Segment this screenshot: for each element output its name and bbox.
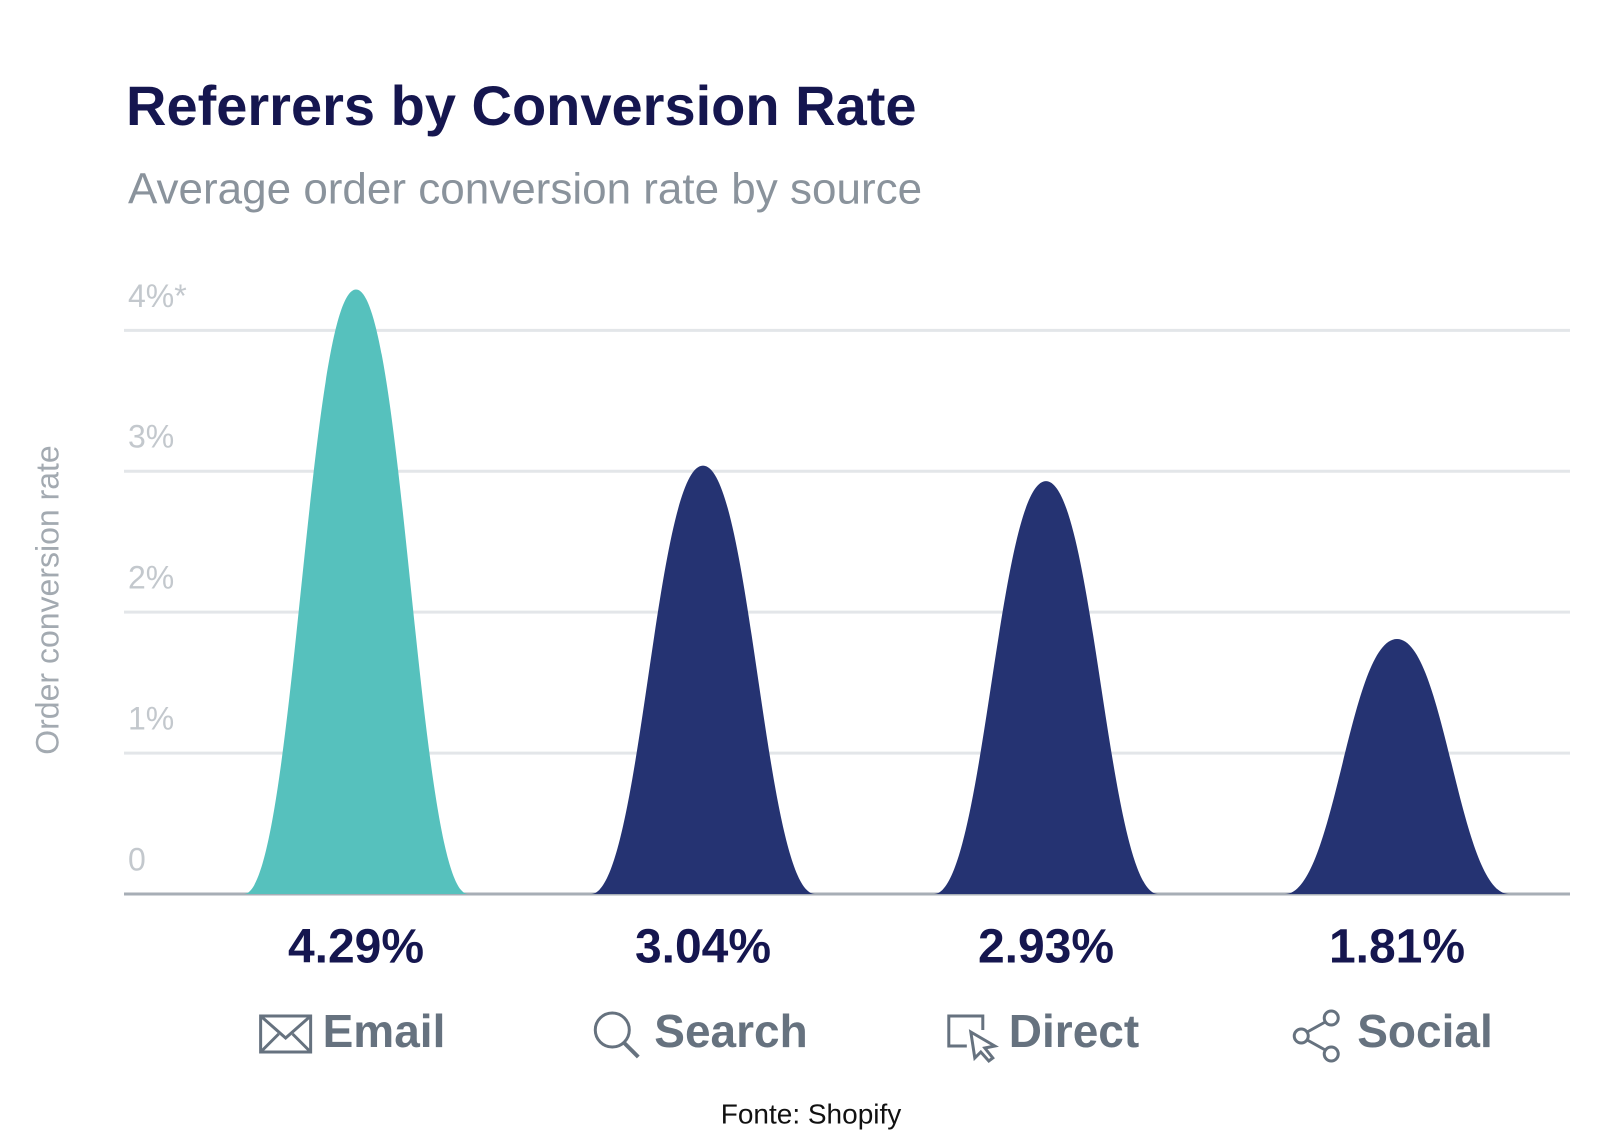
search-icon [622, 1041, 640, 1059]
category-label: Direct [1009, 1005, 1139, 1057]
y-tick-label: 2% [128, 560, 174, 596]
email-icon [259, 1014, 312, 1054]
chart-title: Referrers by Conversion Rate [126, 74, 917, 137]
y-tick-label: 3% [128, 419, 174, 455]
search-icon [593, 1011, 631, 1049]
peak [244, 289, 468, 894]
category-label: Email [323, 1005, 446, 1057]
peak [591, 465, 815, 894]
value-label: 2.93% [978, 921, 1114, 974]
peak [934, 481, 1158, 894]
y-tick-label: 0 [128, 841, 146, 877]
direct-icon [947, 1014, 985, 1048]
source: Fonte: Shopify [721, 1098, 902, 1129]
category-icon [259, 1014, 313, 1054]
email-icon [259, 1014, 313, 1054]
direct-icon [968, 1029, 999, 1064]
y-tick-label: 4%* [128, 278, 187, 314]
peak [1285, 638, 1509, 894]
social-icon [1322, 1045, 1340, 1063]
category-icon [1292, 1009, 1340, 1063]
chart-subtitle: Average order conversion rate by source [128, 165, 922, 214]
value-label: 3.04% [635, 921, 771, 974]
category-icon [593, 1011, 640, 1059]
y-axis-title: Order conversion rate [29, 445, 65, 754]
social-icon [1306, 1020, 1326, 1052]
value-label: 1.81% [1329, 921, 1465, 974]
category-icon [947, 1014, 999, 1064]
y-tick-label: 1% [128, 701, 174, 737]
category-label: Social [1357, 1005, 1493, 1057]
value-label: 4.29% [288, 921, 424, 974]
social-icon [1322, 1009, 1340, 1027]
social-icon [1292, 1027, 1310, 1045]
category-label: Search [654, 1005, 807, 1057]
